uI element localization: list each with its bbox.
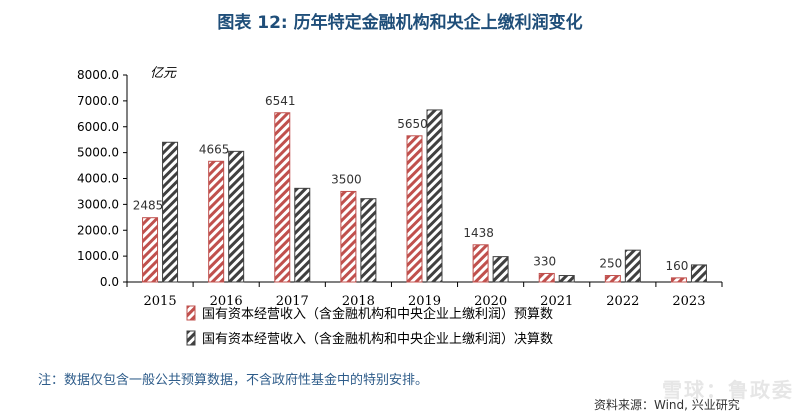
bar-final — [426, 109, 443, 283]
data-label: 160 — [665, 259, 688, 273]
bar-final — [162, 141, 179, 283]
chart-bars — [142, 109, 707, 283]
legend-swatch — [186, 330, 196, 346]
chart-axes: 0.0 1000.0 2000.0 3000.0 4000.0 5000.0 6000.0 7… — [77, 66, 723, 309]
data-label: 330 — [533, 254, 556, 268]
bar-budget — [406, 135, 423, 283]
footnote: 注：数据仅包含一般公共预算数据，不含政府性基金中的特别安排。 — [38, 373, 429, 388]
y-tick-label: 7000.0 — [77, 94, 119, 108]
bar-budget — [538, 272, 555, 283]
bar-budget — [142, 217, 159, 283]
bar-budget — [274, 112, 291, 283]
bar-final — [624, 249, 641, 283]
data-label: 1438 — [463, 226, 494, 240]
data-label: 250 — [599, 257, 622, 271]
bar-final — [294, 187, 311, 283]
y-tick-label: 4000.0 — [77, 172, 119, 186]
y-tick-label: 2000.0 — [77, 223, 119, 237]
y-tick-label: 8000.0 — [77, 68, 119, 82]
x-tick-label: 2023 — [672, 294, 705, 309]
x-tick-label: 2019 — [408, 294, 441, 309]
watermark: 雪球：鲁政委 — [662, 378, 794, 402]
y-tick-label: 3000.0 — [77, 197, 119, 211]
y-tick-label: 1000.0 — [77, 249, 119, 263]
data-label: 2485 — [133, 199, 164, 213]
x-tick-label: 2022 — [606, 294, 639, 309]
x-tick-label: 2017 — [276, 294, 309, 309]
legend-label: 国有资本经营收入（含金融机构和中央企业上缴利润）决算数 — [202, 331, 553, 347]
bar-budget — [472, 244, 489, 283]
bar-budget — [340, 190, 357, 283]
y-tick-label: 6000.0 — [77, 120, 119, 134]
bar-final — [228, 150, 245, 283]
x-tick-label: 2015 — [144, 294, 177, 309]
data-label: 6541 — [265, 94, 296, 108]
bar-budget — [208, 160, 225, 283]
y-tick-label: 0.0 — [100, 275, 119, 289]
bar-final — [360, 198, 377, 283]
x-tick-label: 2018 — [342, 294, 375, 309]
legend-swatch — [186, 305, 196, 321]
chart-data-labels: 2485 4665 6541 3500 5650 1438 330 250 160 — [133, 94, 689, 273]
bar-final — [492, 256, 509, 283]
chart-title: 图表 12: 历年特定金融机构和央企上缴利润变化 — [217, 13, 583, 33]
y-axis-label: 亿元 — [150, 66, 177, 81]
bar-final — [558, 275, 575, 283]
x-tick-label: 2016 — [210, 294, 243, 309]
data-label: 5650 — [397, 117, 428, 131]
chart-legend: 国有资本经营收入（含金融机构和中央企业上缴利润）预算数国有资本经营收入（含金融机… — [186, 305, 553, 347]
x-tick-label: 2021 — [540, 294, 573, 309]
data-label: 3500 — [331, 172, 362, 186]
data-label: 4665 — [199, 142, 230, 156]
bar-budget — [670, 277, 687, 283]
bar-budget — [604, 275, 621, 283]
y-tick-label: 5000.0 — [77, 146, 119, 160]
bar-final — [690, 264, 707, 283]
x-tick-label: 2020 — [474, 294, 507, 309]
legend-label: 国有资本经营收入（含金融机构和中央企业上缴利润）预算数 — [202, 306, 553, 322]
source-credit: 资料来源：Wind, 兴业研究 — [594, 398, 740, 412]
